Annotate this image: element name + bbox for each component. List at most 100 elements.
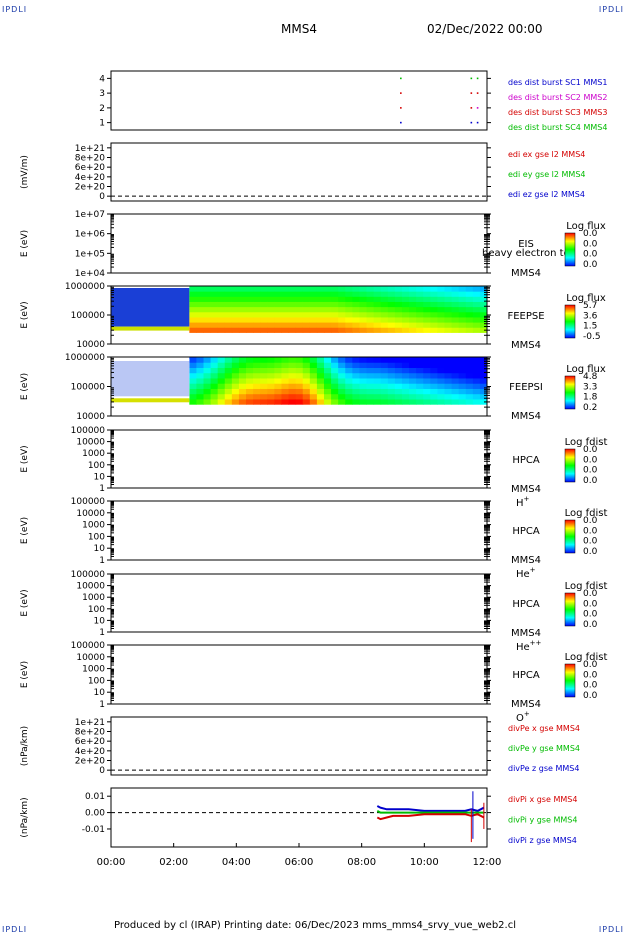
heatmap-cell — [345, 362, 353, 368]
heatmap-cell — [203, 296, 212, 302]
heatmap-cell — [231, 377, 240, 384]
heatmap-cell — [217, 383, 226, 389]
heatmap-cell — [274, 306, 282, 313]
heatmap-cell — [331, 357, 339, 363]
heatmap-cell — [253, 357, 261, 363]
heatmap-cell — [338, 372, 346, 379]
heatmap-cell — [316, 296, 325, 302]
heatmap-cell — [196, 311, 205, 318]
y-axis-label: E (eV) — [20, 301, 30, 328]
heatmap-cell — [253, 388, 261, 395]
heatmap-cell — [323, 388, 332, 395]
heatmap-cell — [203, 306, 212, 313]
heatmap-cell — [444, 291, 453, 297]
heatmap-cell — [196, 296, 205, 302]
instrument-label: FEEPSE — [507, 311, 544, 322]
heatmap-cell — [380, 372, 389, 379]
heatmap-cell — [366, 306, 375, 313]
heatmap-cell — [231, 383, 240, 389]
heatmap-cell — [323, 301, 332, 308]
ytick-label: 1000000 — [65, 282, 105, 292]
heatmap-cell — [338, 367, 346, 374]
heatmap-cell — [217, 367, 226, 374]
heatmap-cell — [224, 322, 233, 328]
heatmap-cell — [423, 393, 431, 400]
heatmap-cell — [479, 367, 488, 374]
heatmap-cell — [267, 377, 275, 384]
ytick-label: 100000 — [71, 383, 106, 393]
heatmap-cell — [309, 383, 318, 389]
heatmap-cell — [309, 393, 318, 400]
ytick-label: 0.01 — [85, 792, 105, 802]
heatmap-cell — [465, 362, 474, 368]
heatmap-cell — [203, 398, 212, 405]
heatmap-cell — [217, 388, 226, 395]
footer-credits: Produced by cl (IRAP) Printing date: 06/… — [114, 920, 516, 931]
heatmap-cell — [437, 291, 445, 297]
heatmap-pre-region — [111, 288, 190, 327]
heatmap-cell — [295, 393, 304, 400]
heatmap-cell — [345, 322, 353, 328]
heatmap-cell — [373, 286, 382, 292]
heatmap-cell — [302, 327, 311, 333]
heatmap-cell — [210, 357, 219, 363]
heatmap-cell — [373, 398, 382, 405]
heatmap-cell — [444, 367, 453, 374]
heatmap-cell — [316, 383, 325, 389]
heatmap-cell — [231, 388, 240, 395]
data-point — [476, 121, 479, 124]
heatmap-cell — [465, 398, 474, 405]
heatmap-cell — [217, 362, 226, 368]
heatmap-cell — [302, 311, 311, 318]
species-charge: + — [530, 566, 536, 574]
heatmap-cell — [224, 306, 233, 313]
heatmap-cell — [210, 372, 219, 379]
heatmap-cell — [352, 306, 360, 313]
heatmap-cell — [302, 367, 311, 374]
ytick-label: 1e+05 — [75, 249, 105, 259]
heatmap-pre-band — [111, 398, 190, 403]
heatmap-cell — [189, 286, 197, 292]
heatmap-pre-region — [111, 359, 190, 399]
y-axis-label: E (eV) — [20, 589, 30, 616]
data-point — [476, 77, 479, 80]
heatmap-cell — [394, 357, 403, 363]
heatmap-cell — [302, 296, 311, 302]
heatmap-cell — [451, 372, 460, 379]
heatmap-cell — [260, 383, 268, 389]
colorbar-tick-label: 0.2 — [583, 403, 597, 413]
heatmap-cell — [451, 306, 460, 313]
heatmap-cell — [331, 316, 339, 323]
heatmap-cell — [331, 393, 339, 400]
ytick-label: 0 — [99, 766, 105, 776]
heatmap-cell — [401, 398, 410, 405]
heatmap-cell — [267, 291, 275, 297]
heatmap-cell — [409, 301, 417, 308]
heatmap-cell — [189, 311, 197, 318]
heatmap-cell — [217, 316, 226, 323]
heatmap-cell — [274, 372, 282, 379]
heatmap-cell — [444, 372, 453, 379]
heatmap-cell — [451, 327, 460, 333]
heatmap-cell — [373, 301, 382, 308]
heatmap-cell — [444, 296, 453, 302]
heatmap-cell — [309, 357, 318, 363]
heatmap-cell — [465, 311, 474, 318]
heatmap-cell — [267, 383, 275, 389]
heatmap-cell — [238, 393, 247, 400]
heatmap-cell — [479, 316, 488, 323]
heatmap-pre-band — [111, 326, 190, 331]
heatmap-cell — [359, 301, 368, 308]
heatmap-cell — [260, 316, 268, 323]
colorbar-title: Log fdist — [565, 508, 608, 519]
heatmap-cell — [302, 388, 311, 395]
y-axis-label: E (eV) — [20, 230, 30, 257]
instrument-label: EIS — [518, 239, 534, 250]
heatmap-cell — [416, 388, 424, 395]
heatmap-cell — [323, 286, 332, 292]
heatmap-cell — [387, 357, 396, 363]
heatmap-cell — [479, 296, 488, 302]
heatmap-cell — [260, 322, 268, 328]
heatmap-cell — [196, 291, 205, 297]
spacecraft-label: MMS4 — [511, 411, 541, 422]
